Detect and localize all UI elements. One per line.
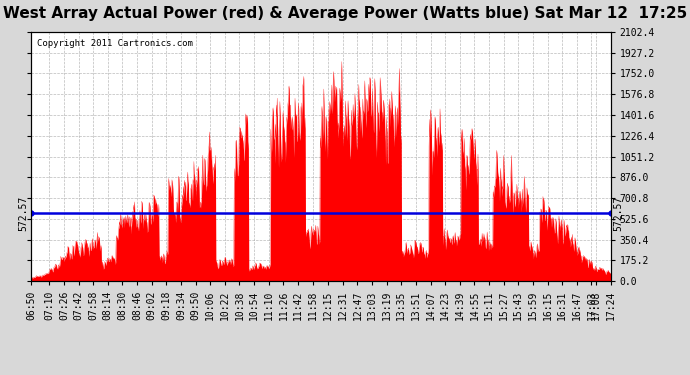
Text: West Array Actual Power (red) & Average Power (Watts blue) Sat Mar 12  17:25: West Array Actual Power (red) & Average … [3,6,687,21]
Text: 572.57: 572.57 [613,196,624,231]
Text: Copyright 2011 Cartronics.com: Copyright 2011 Cartronics.com [37,39,193,48]
Text: 572.57: 572.57 [18,196,28,231]
